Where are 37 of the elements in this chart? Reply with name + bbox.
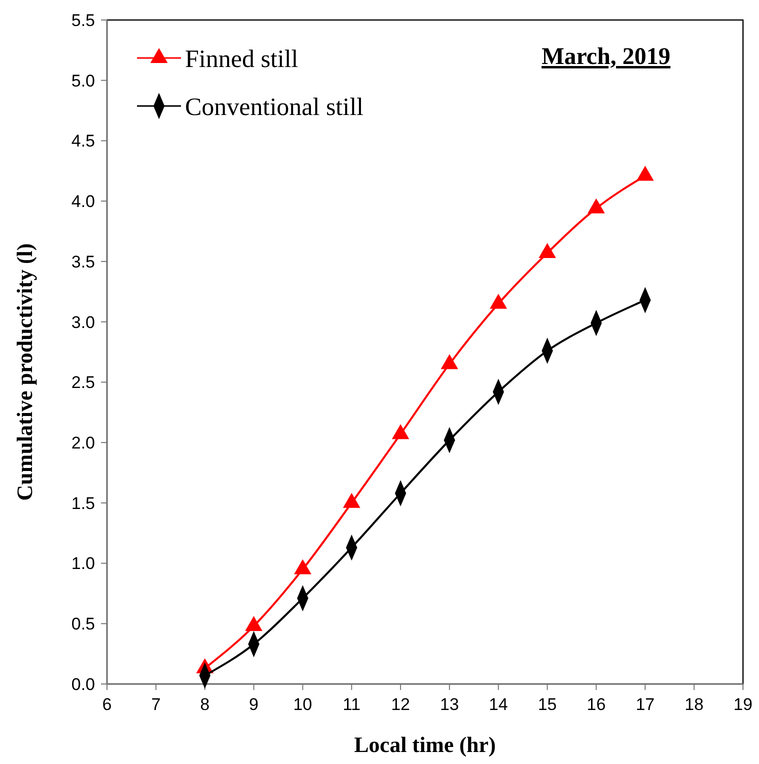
x-tick-label: 18 <box>684 695 704 714</box>
point <box>588 198 605 214</box>
x-tick-label: 19 <box>734 695 752 714</box>
point <box>392 424 410 440</box>
x-tick-label: 8 <box>200 695 210 714</box>
x-tick-label: 7 <box>151 695 161 714</box>
text: March, 2019 <box>542 44 670 70</box>
point <box>636 166 654 181</box>
legend-label: Finned still <box>185 46 298 73</box>
x-tick-label: 15 <box>538 695 557 714</box>
x-tick-label: 9 <box>249 695 259 714</box>
y-tick-label: 4.0 <box>71 192 95 212</box>
y-tick-label: 0.5 <box>71 614 95 634</box>
x-tick-label: 11 <box>342 695 360 714</box>
point <box>538 243 556 258</box>
x-tick-label: 14 <box>488 695 508 714</box>
x-tick-label: 17 <box>636 695 655 714</box>
y-axis-title: Cumulative productivity (l) <box>12 243 37 501</box>
y-tick-label: 1.5 <box>71 494 95 513</box>
y-tick-label: 5.5 <box>71 10 95 30</box>
y-tick-label: 2.5 <box>71 373 95 392</box>
x-tick-label: 6 <box>102 695 112 714</box>
x-tick-label: 13 <box>440 695 459 714</box>
x-tick-label: 16 <box>586 695 606 714</box>
x-tick-label: 12 <box>391 695 410 714</box>
y-tick-label: 5.0 <box>71 71 95 90</box>
y-tick-label: 2.0 <box>71 433 95 452</box>
legend-label: Conventional still <box>185 94 364 121</box>
point <box>490 294 508 309</box>
y-tick-label: 0.0 <box>71 674 95 694</box>
y-tick-label: 4.5 <box>71 132 95 151</box>
y-tick-label: 3.5 <box>71 252 95 272</box>
y-tick-label: 3.0 <box>71 312 95 332</box>
x-axis-title: Local time (hr) <box>354 732 496 757</box>
x-tick-label: 10 <box>293 695 312 714</box>
point <box>440 354 458 370</box>
y-tick-label: 1.0 <box>71 554 95 574</box>
